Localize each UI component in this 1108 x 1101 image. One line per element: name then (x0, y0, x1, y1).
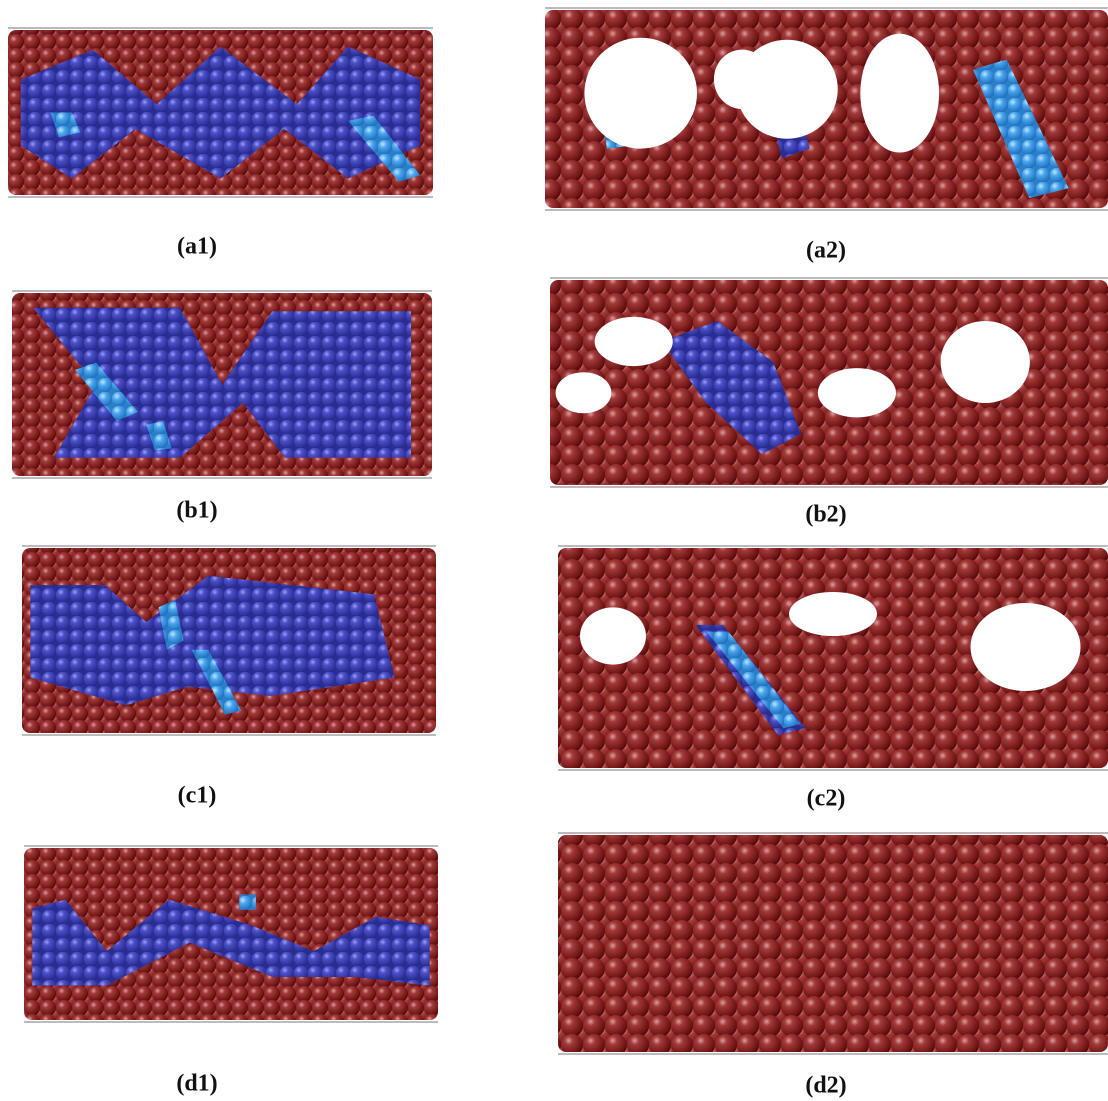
blue-region (30, 575, 395, 706)
panel-label: (d1) (176, 1071, 217, 1097)
void (817, 368, 896, 418)
void (594, 316, 673, 367)
cyan-region (50, 112, 81, 138)
panel: (c1) (22, 545, 436, 809)
panel: (c2) (558, 545, 1108, 812)
void (970, 603, 1081, 691)
panel-label: (c2) (807, 786, 846, 812)
blue-region (20, 46, 421, 179)
panel: (a1) (8, 27, 433, 260)
cyan-region (75, 362, 138, 422)
blue-region (32, 899, 430, 986)
cyan-region (348, 115, 421, 182)
cyan-region (239, 894, 256, 910)
panel-label: (d2) (805, 1073, 846, 1099)
panel-label: (a1) (177, 234, 217, 260)
panel: (a2) (545, 7, 1108, 264)
void (789, 592, 877, 636)
panel: (d2) (558, 832, 1108, 1099)
cyan-region (191, 649, 242, 715)
cyan-region (146, 421, 172, 451)
void (713, 49, 771, 109)
cyan-region (972, 59, 1069, 199)
panel: (d1) (24, 845, 438, 1097)
void (940, 321, 1030, 403)
atom-slab (558, 548, 1108, 768)
cyan-region (158, 599, 184, 650)
cyan-region (706, 631, 800, 729)
panel-label: (b2) (805, 502, 846, 528)
void (555, 372, 612, 414)
blue-region (661, 321, 802, 455)
void (584, 37, 698, 149)
void (860, 33, 940, 153)
void (580, 607, 646, 665)
blue-region (33, 307, 411, 458)
panel-label: (b1) (176, 498, 217, 524)
panel: (b1) (12, 290, 432, 524)
atom-slab (558, 835, 1108, 1052)
panel: (b2) (550, 277, 1108, 528)
panel-label: (c1) (178, 783, 217, 809)
panel-label: (a2) (806, 238, 846, 264)
